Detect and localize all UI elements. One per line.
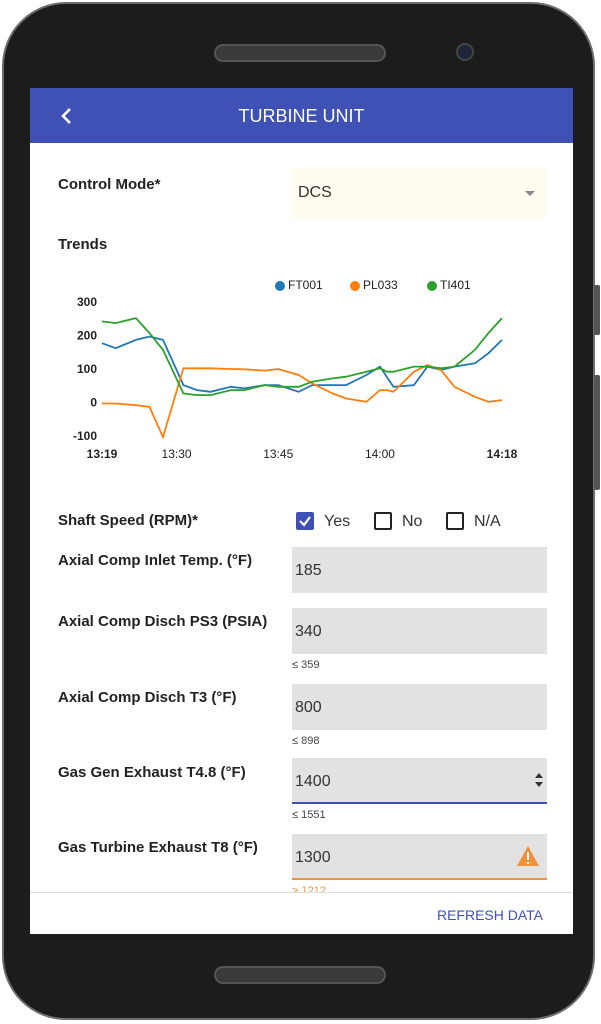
- series-line: [101, 317, 503, 396]
- refresh-button[interactable]: REFRESH DATA: [436, 907, 543, 923]
- x-tick-label: 13:30: [162, 447, 192, 461]
- checkbox-label: No: [402, 513, 423, 530]
- side-button: [594, 285, 600, 335]
- checkbox-label: N/A: [474, 513, 501, 530]
- text-input[interactable]: 185: [292, 547, 547, 593]
- control-mode-select[interactable]: DCS: [290, 168, 547, 218]
- x-tick-label: 14:00: [365, 447, 395, 461]
- text-input[interactable]: 1300: [292, 834, 547, 880]
- speaker-bottom: [214, 966, 386, 984]
- field-label: Gas Turbine Exhaust T8 (°F): [58, 839, 258, 856]
- warning-icon: [517, 846, 539, 866]
- trend-chart: 300 200 100 0 -100 13:19 13:30 13:45 14:00 14:18 F…: [73, 278, 518, 461]
- y-tick-label: 200: [77, 329, 97, 343]
- field-hint: ≤ 359: [292, 659, 320, 671]
- checkbox[interactable]: [296, 512, 314, 530]
- field-hint: ≤ 898: [292, 735, 320, 747]
- input-value: 185: [295, 562, 322, 579]
- field-label: Axial Comp Disch T3 (°F): [58, 689, 237, 706]
- text-input[interactable]: 340: [292, 608, 547, 654]
- field-label: Axial Comp Disch PS3 (PSIA): [58, 613, 268, 630]
- series-line: [102, 364, 503, 440]
- shaft-speed-label: Shaft Speed (RPM)*: [58, 512, 199, 529]
- field-hint: ≤ 1551: [292, 809, 326, 821]
- app-title: TURBINE UNIT: [238, 106, 365, 126]
- screen: TURBINE UNIT Control Mode* DCS Trends Sh…: [30, 88, 573, 934]
- x-tick-label: 13:19: [87, 447, 118, 461]
- checkbox[interactable]: [446, 512, 464, 530]
- legend-label: PL033: [363, 278, 398, 292]
- checkbox[interactable]: [374, 512, 392, 530]
- input-value: 340: [295, 623, 322, 640]
- x-tick-label: 13:45: [263, 447, 293, 461]
- legend-marker: [275, 281, 285, 291]
- spinner[interactable]: [535, 773, 543, 787]
- y-tick-label: -100: [73, 429, 97, 443]
- field-label: Axial Comp Inlet Temp. (°F): [58, 552, 253, 569]
- legend-marker: [350, 281, 360, 291]
- input-value: 1400: [295, 773, 331, 790]
- y-tick-label: 100: [77, 362, 97, 376]
- y-tick-label: 0: [90, 396, 97, 410]
- legend-label: FT001: [288, 278, 323, 292]
- checkbox-label: Yes: [324, 513, 351, 530]
- text-input[interactable]: 1400: [292, 758, 547, 804]
- x-tick-label: 14:18: [487, 447, 518, 461]
- select-value: DCS: [298, 184, 332, 201]
- field-label: Gas Gen Exhaust T4.8 (°F): [58, 764, 246, 781]
- legend-marker: [427, 281, 437, 291]
- y-tick-label: 300: [77, 295, 97, 309]
- side-button: [594, 375, 600, 490]
- legend-label: TI401: [440, 278, 471, 292]
- series-line: [101, 335, 503, 393]
- input-value: 1300: [295, 849, 331, 866]
- input-value: 800: [295, 699, 322, 716]
- trends-label: Trends: [58, 236, 108, 253]
- speaker: [214, 44, 386, 62]
- text-input[interactable]: 800: [292, 684, 547, 730]
- back-button[interactable]: [60, 107, 72, 125]
- checkmark: [299, 516, 311, 527]
- footer: REFRESH DATA: [30, 892, 573, 934]
- app-bar: TURBINE UNIT: [30, 88, 573, 143]
- dropdown-arrow: [525, 191, 535, 196]
- camera: [456, 43, 474, 61]
- control-mode-label: Control Mode*: [58, 176, 161, 193]
